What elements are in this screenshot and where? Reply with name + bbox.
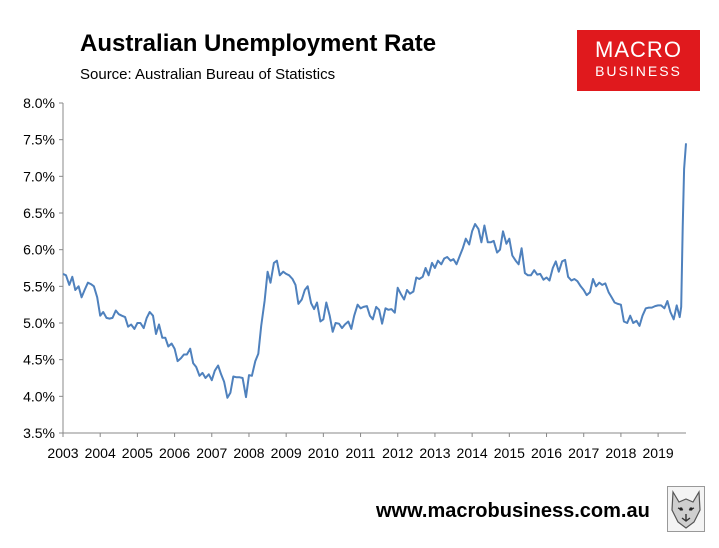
y-tick-label: 6.5% <box>23 205 55 221</box>
x-tick-label: 2008 <box>233 445 264 461</box>
y-tick-label: 4.0% <box>23 388 55 404</box>
x-tick-label: 2006 <box>159 445 190 461</box>
x-tick-label: 2014 <box>457 445 488 461</box>
x-tick-label: 2010 <box>308 445 339 461</box>
y-tick-label: 8.0% <box>23 95 55 111</box>
y-tick-label: 4.5% <box>23 352 55 368</box>
x-tick-label: 2003 <box>47 445 78 461</box>
wolf-head-icon <box>667 486 705 532</box>
x-tick-label: 2016 <box>531 445 562 461</box>
x-tick-label: 2015 <box>494 445 525 461</box>
chart-subtitle: Source: Australian Bureau of Statistics <box>80 66 336 83</box>
logo-line-1: MACRO <box>595 37 682 62</box>
page-title: Australian Unemployment Rate <box>80 30 437 57</box>
x-axis: 2003 2004 2005 2006 2007 2008 2009 2010 2011 2012… <box>47 432 686 461</box>
x-tick-label: 2012 <box>382 445 413 461</box>
y-tick-label: 6.0% <box>23 242 55 258</box>
x-tick-label: 2009 <box>271 445 302 461</box>
series-layer <box>62 143 687 399</box>
x-tick-label: 2018 <box>605 445 636 461</box>
series-line-0 <box>62 143 687 399</box>
y-tick-label: 3.5% <box>23 425 55 441</box>
y-axis: 3.5% 4.0% 4.5% 5.0% 5.5% 6.0% 6.5% 7.0% 7.5% 8.0% <box>23 95 64 441</box>
x-tick-label: 2019 <box>643 445 674 461</box>
x-tick-label: 2007 <box>196 445 227 461</box>
y-tick-label: 5.0% <box>23 315 55 331</box>
x-tick-label: 2013 <box>419 445 450 461</box>
x-tick-label: 2017 <box>568 445 599 461</box>
x-tick-label: 2005 <box>122 445 153 461</box>
logo-line-2: BUSINESS <box>595 63 682 79</box>
y-tick-label: 5.5% <box>23 278 55 294</box>
x-tick-label: 2011 <box>345 445 375 461</box>
y-tick-label: 7.5% <box>23 132 55 148</box>
macro-business-logo: MACRO BUSINESS <box>577 30 700 91</box>
x-tick-label: 2004 <box>85 445 116 461</box>
footer-url: www.macrobusiness.com.au <box>376 500 650 522</box>
y-tick-label: 7.0% <box>23 168 55 184</box>
